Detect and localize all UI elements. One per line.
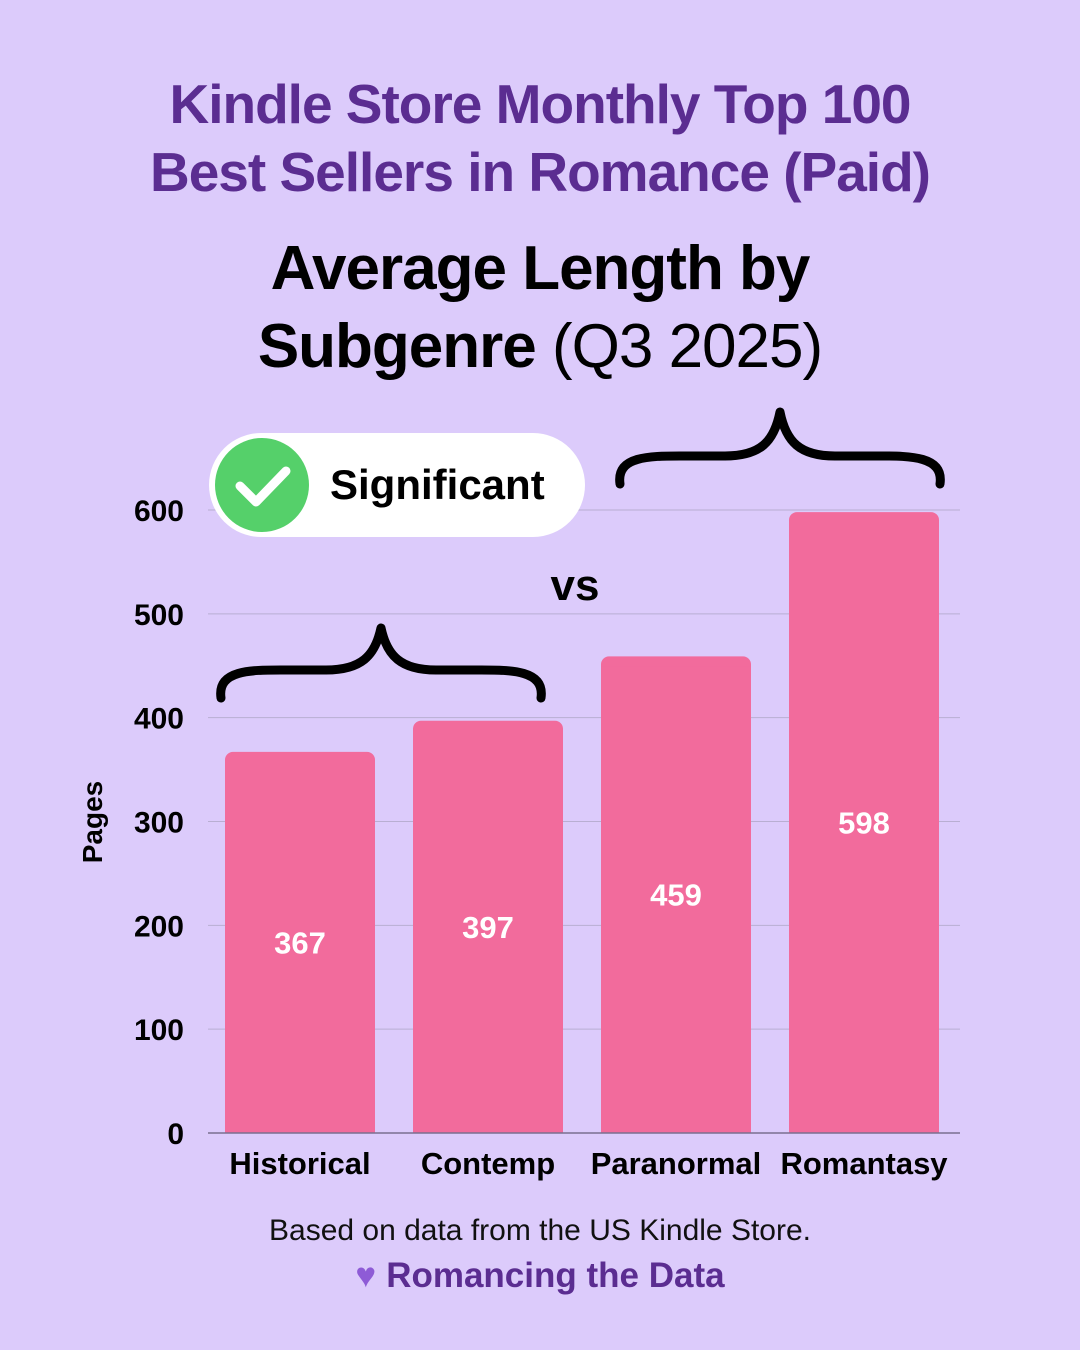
data-label: 598 <box>838 806 890 841</box>
y-tick-label: 500 <box>134 599 184 632</box>
chart-subtitle: Average Length by Subgenre (Q3 2025) <box>0 230 1080 386</box>
y-tick-label: 200 <box>134 910 184 943</box>
significant-label: Significant <box>330 461 545 508</box>
significant-badge <box>209 433 585 537</box>
title-line-1: Kindle Store Monthly Top 100 <box>169 73 911 135</box>
y-tick-label: 600 <box>134 495 184 528</box>
bar-chart: 0 100 200 300 400 500 600 Pages 367 Historical 397… <box>77 407 960 1181</box>
brand: ♥ Romancing the Data <box>0 1256 1080 1296</box>
bar-base <box>413 730 563 1133</box>
data-label: 367 <box>274 925 326 960</box>
x-tick-label: Historical <box>229 1146 370 1181</box>
check-icon <box>235 466 291 507</box>
x-tick-label: Romantasy <box>780 1146 948 1181</box>
vs-label: vs <box>551 561 600 610</box>
subtitle-quarter: (Q3 2025) <box>552 312 823 381</box>
y-axis-label: Pages <box>77 781 108 864</box>
title-line-2: Best Sellers in Romance (Paid) <box>150 141 931 203</box>
bar-base <box>225 761 375 1133</box>
data-label: 397 <box>462 910 514 945</box>
y-tick-label: 300 <box>134 807 184 840</box>
subtitle-line-2: Subgenre (Q3 2025) <box>0 308 1080 386</box>
chart-title: Kindle Store Monthly Top 100 Best Seller… <box>0 70 1080 206</box>
right-brace <box>615 407 945 489</box>
y-tick-label: 400 <box>134 703 184 736</box>
check-circle-icon <box>215 438 309 532</box>
x-tick-label: Contemp <box>421 1146 555 1181</box>
bar-base <box>789 522 939 1133</box>
x-tick-label: Paranormal <box>591 1146 762 1181</box>
y-tick-label: 0 <box>167 1118 184 1151</box>
footer-note: Based on data from the US Kindle Store. <box>269 1214 811 1247</box>
bar-base <box>601 666 751 1133</box>
heart-icon: ♥ <box>355 1256 377 1295</box>
subtitle-subgenre: Subgenre <box>257 312 537 381</box>
brand-name: Romancing the Data <box>386 1256 725 1295</box>
left-brace <box>216 623 546 703</box>
y-tick-label: 100 <box>134 1014 184 1047</box>
data-label: 459 <box>650 878 702 913</box>
subtitle-line-1: Average Length by <box>270 234 811 303</box>
